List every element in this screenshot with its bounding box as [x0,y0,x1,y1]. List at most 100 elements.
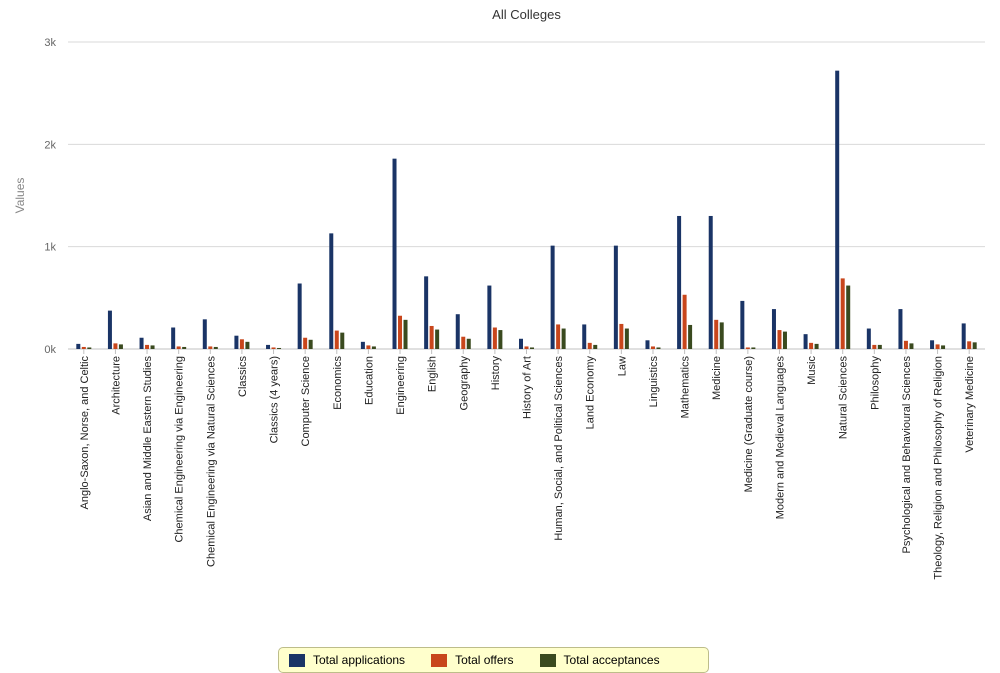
x-tick-label-architecture: Architecture [110,356,122,415]
x-tick-label-engineering: Engineering [395,356,407,415]
bar-total-offers-history-of-art [524,346,529,349]
bar-total-offers-theology-religion-and-philosophy-of-religion [935,344,940,349]
bar-total-acceptances-history-of-art [530,347,534,349]
bar-total-offers-medicine [714,319,719,349]
bar-total-offers-veterinary-medicine [967,341,972,349]
x-tick-label-linguistics: Linguistics [648,356,660,408]
x-tick-label-history: History [490,356,502,391]
x-tick-label-chemical-engineering-via-engineering: Chemical Engineering via Engineering [174,356,186,543]
x-tick-label-medicine: Medicine [711,356,723,400]
bar-total-offers-chemical-engineering-via-natural-sciences [208,346,213,349]
bar-total-acceptances-philosophy [877,344,882,349]
bar-total-offers-computer-science [303,337,308,349]
bar-total-offers-asian-and-middle-eastern-studies [145,344,150,349]
x-tick-label-psychological-and-behavioural-sciences: Psychological and Behavioural Sciences [901,356,913,554]
bar-total-acceptances-medicine-graduate-course [751,347,756,349]
bar-total-acceptances-geography [466,338,471,349]
bar-total-acceptances-linguistics [656,347,661,349]
x-tick-label-human-social-and-political-sciences: Human, Social, and Political Sciences [553,356,565,541]
x-tick-label-classics: Classics [237,356,249,397]
bar-total-acceptances-psychological-and-behavioural-sciences [909,343,914,349]
bar-total-applications-human-social-and-political-sciences [550,245,555,349]
bar-total-acceptances-mathematics [688,324,693,349]
x-tick-label-land-economy: Land Economy [585,356,597,430]
bar-total-offers-psychological-and-behavioural-sciences [903,340,908,349]
bar-total-applications-history [487,285,492,349]
x-tick-label-veterinary-medicine: Veterinary Medicine [964,356,976,453]
bar-total-applications-engineering [392,158,397,349]
bar-total-applications-geography [455,314,460,349]
bar-total-applications-philosophy [866,328,871,349]
bar-total-offers-classics-4-years [271,347,276,349]
bar-total-acceptances-land-economy [593,344,598,349]
bar-total-offers-human-social-and-political-sciences [556,324,561,349]
legend-item-offers[interactable]: Total offers [431,653,514,667]
bar-total-offers-anglo-saxon-norse-and-celtic [81,346,86,349]
bar-total-acceptances-chemical-engineering-via-natural-sciences [213,346,218,349]
x-tick-label-medicine-graduate-course: Medicine (Graduate course) [743,356,755,492]
x-tick-label-education: Education [363,356,375,405]
bar-total-acceptances-architecture [118,344,123,349]
bar-total-applications-land-economy [582,324,587,349]
bar-total-acceptances-modern-and-medieval-languages [782,331,787,349]
x-tick-label-mathematics: Mathematics [680,356,692,419]
bar-total-acceptances-computer-science [308,339,313,349]
legend: Total applications Total offers Total ac… [278,647,709,673]
bar-total-applications-law [613,245,618,349]
bar-total-acceptances-english [435,329,440,349]
bar-total-applications-asian-and-middle-eastern-studies [139,337,144,349]
chart-title: All Colleges [492,7,561,22]
bar-total-acceptances-education [371,346,376,349]
bar-total-acceptances-veterinary-medicine [972,342,977,349]
bar-total-applications-anglo-saxon-norse-and-celtic [76,343,81,349]
legend-item-applications[interactable]: Total applications [289,653,405,667]
bar-total-applications-computer-science [297,283,302,349]
y-tick-label-1k: 1k [44,242,56,254]
bar-total-applications-english [424,276,429,349]
legend-label-applications: Total applications [313,653,406,667]
bar-total-applications-history-of-art [519,338,523,349]
bar-total-offers-land-economy [587,342,592,349]
legend-label-acceptances: Total acceptances [563,653,660,667]
y-tick-label-3k: 3k [44,37,56,49]
bar-total-offers-history [492,327,497,349]
x-tick-label-law: Law [616,356,628,376]
x-tick-label-anglo-saxon-norse-and-celtic: Anglo-Saxon, Norse, and Celtic [79,356,91,510]
x-tick-label-economics: Economics [332,356,344,410]
bar-total-acceptances-classics-4-years [277,347,282,349]
bar-total-offers-music [809,342,814,349]
legend-swatch-applications [289,653,305,667]
bar-total-applications-veterinary-medicine [961,323,966,349]
bar-total-applications-theology-religion-and-philosophy-of-religion [930,340,935,349]
bar-total-applications-music [803,334,808,349]
bar-total-offers-chemical-engineering-via-engineering [176,346,181,349]
bar-total-offers-engineering [398,315,403,349]
x-tick-label-history-of-art: History of Art [522,356,534,419]
bar-total-acceptances-natural-sciences [846,285,851,349]
x-tick-label-geography: Geography [458,356,470,411]
bar-total-acceptances-anglo-saxon-norse-and-celtic [87,347,92,349]
bar-total-applications-architecture [107,310,112,349]
bar-total-acceptances-economics [340,332,345,349]
bar-total-applications-economics [329,233,334,349]
bar-total-applications-linguistics [645,340,650,349]
x-tick-label-asian-and-middle-eastern-studies: Asian and Middle Eastern Studies [142,356,154,522]
bar-total-offers-education [366,345,371,349]
x-tick-label-modern-and-medieval-languages: Modern and Medieval Languages [774,356,786,520]
legend-item-acceptances[interactable]: Total acceptances [539,653,660,667]
bar-total-acceptances-law [624,328,629,349]
bar-total-acceptances-engineering [403,319,408,349]
bar-total-acceptances-chemical-engineering-via-engineering [182,346,187,349]
bar-total-applications-medicine-graduate-course [740,300,745,349]
x-tick-label-theology-religion-and-philosophy-of-religion: Theology, Religion and Philosophy of Rel… [933,356,945,580]
legend-swatch-acceptances [539,653,556,667]
x-tick-label-chemical-engineering-via-natural-sciences: Chemical Engineering via Natural Science… [205,356,217,567]
bar-total-applications-medicine [708,215,713,349]
x-tick-label-philosophy: Philosophy [869,356,881,410]
bar-total-offers-geography [461,336,466,349]
bar-total-offers-medicine-graduate-course [745,347,750,349]
bar-total-applications-natural-sciences [835,70,840,350]
bar-total-offers-natural-sciences [840,278,845,349]
